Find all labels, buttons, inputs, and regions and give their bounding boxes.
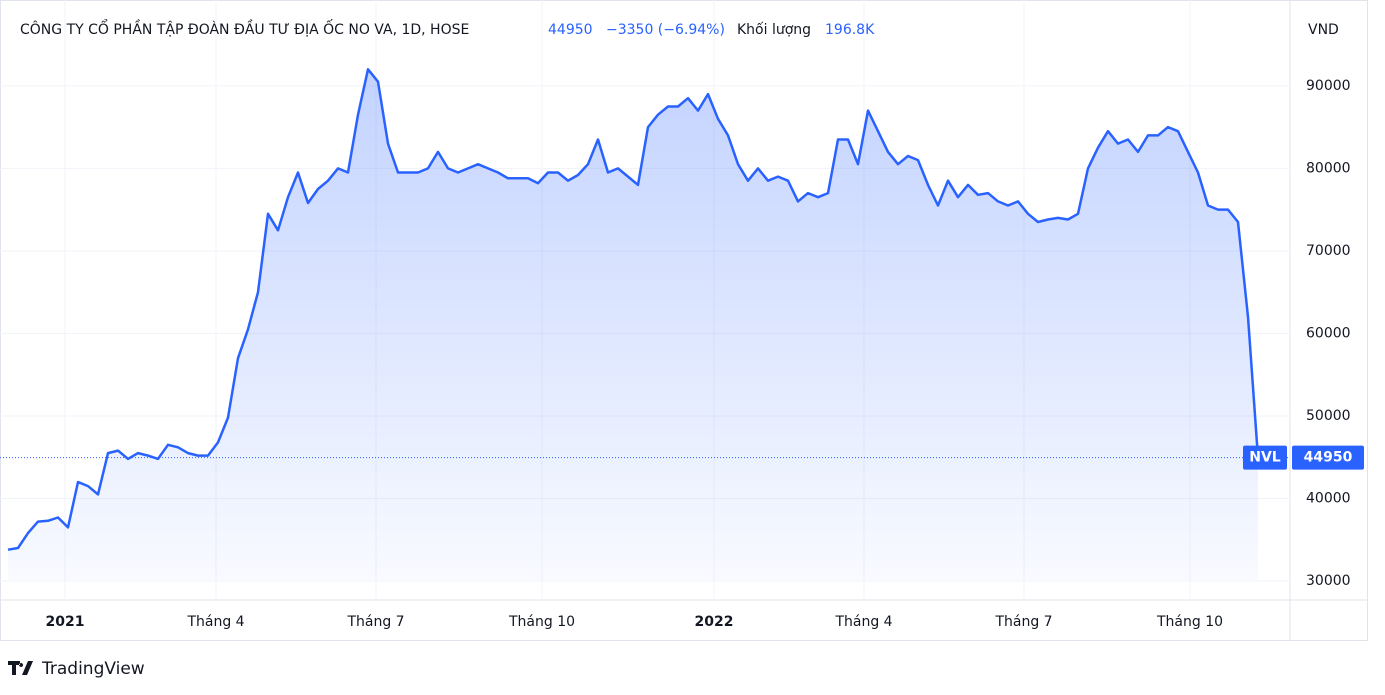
x-tick-label: 2021	[46, 614, 85, 630]
y-tick-label: 50000	[1306, 408, 1351, 424]
chart-title: CÔNG TY CỔ PHẦN TẬP ĐOÀN ĐẦU TƯ ĐỊA ỐC N…	[20, 19, 469, 38]
x-tick-label: Tháng 7	[994, 614, 1052, 630]
symbol-tag	[1243, 445, 1287, 470]
y-unit: VND	[1308, 22, 1339, 38]
price-tag	[1292, 445, 1364, 470]
area-fill	[8, 69, 1258, 581]
x-tick-label: Tháng 7	[346, 614, 404, 630]
header-change: −3350 (−6.94%)	[606, 22, 725, 38]
y-tick-label: 60000	[1306, 325, 1351, 341]
volume-label: Khối lượng	[737, 21, 811, 38]
brand-logo	[8, 661, 33, 675]
volume-value: 196.8K	[825, 22, 875, 38]
price-tag-label: 44950	[1304, 450, 1353, 466]
y-tick-label: 80000	[1306, 160, 1351, 176]
x-tick-label: Tháng 4	[186, 614, 244, 630]
y-tick-label: 90000	[1306, 78, 1351, 94]
x-tick-label: 2022	[695, 614, 734, 630]
x-tick-label: Tháng 10	[508, 614, 575, 630]
price-line	[7, 68, 1260, 551]
brand-name: TradingView	[41, 659, 145, 679]
y-tick-label: 40000	[1306, 490, 1351, 506]
x-tick-label: Tháng 10	[1156, 614, 1223, 630]
header-price: 44950	[548, 22, 593, 38]
symbol-label: NVL	[1249, 450, 1281, 466]
y-tick-label: 70000	[1306, 243, 1351, 259]
frame	[0, 0, 1368, 641]
y-tick-label: 30000	[1306, 573, 1351, 589]
x-tick-label: Tháng 4	[834, 614, 892, 630]
